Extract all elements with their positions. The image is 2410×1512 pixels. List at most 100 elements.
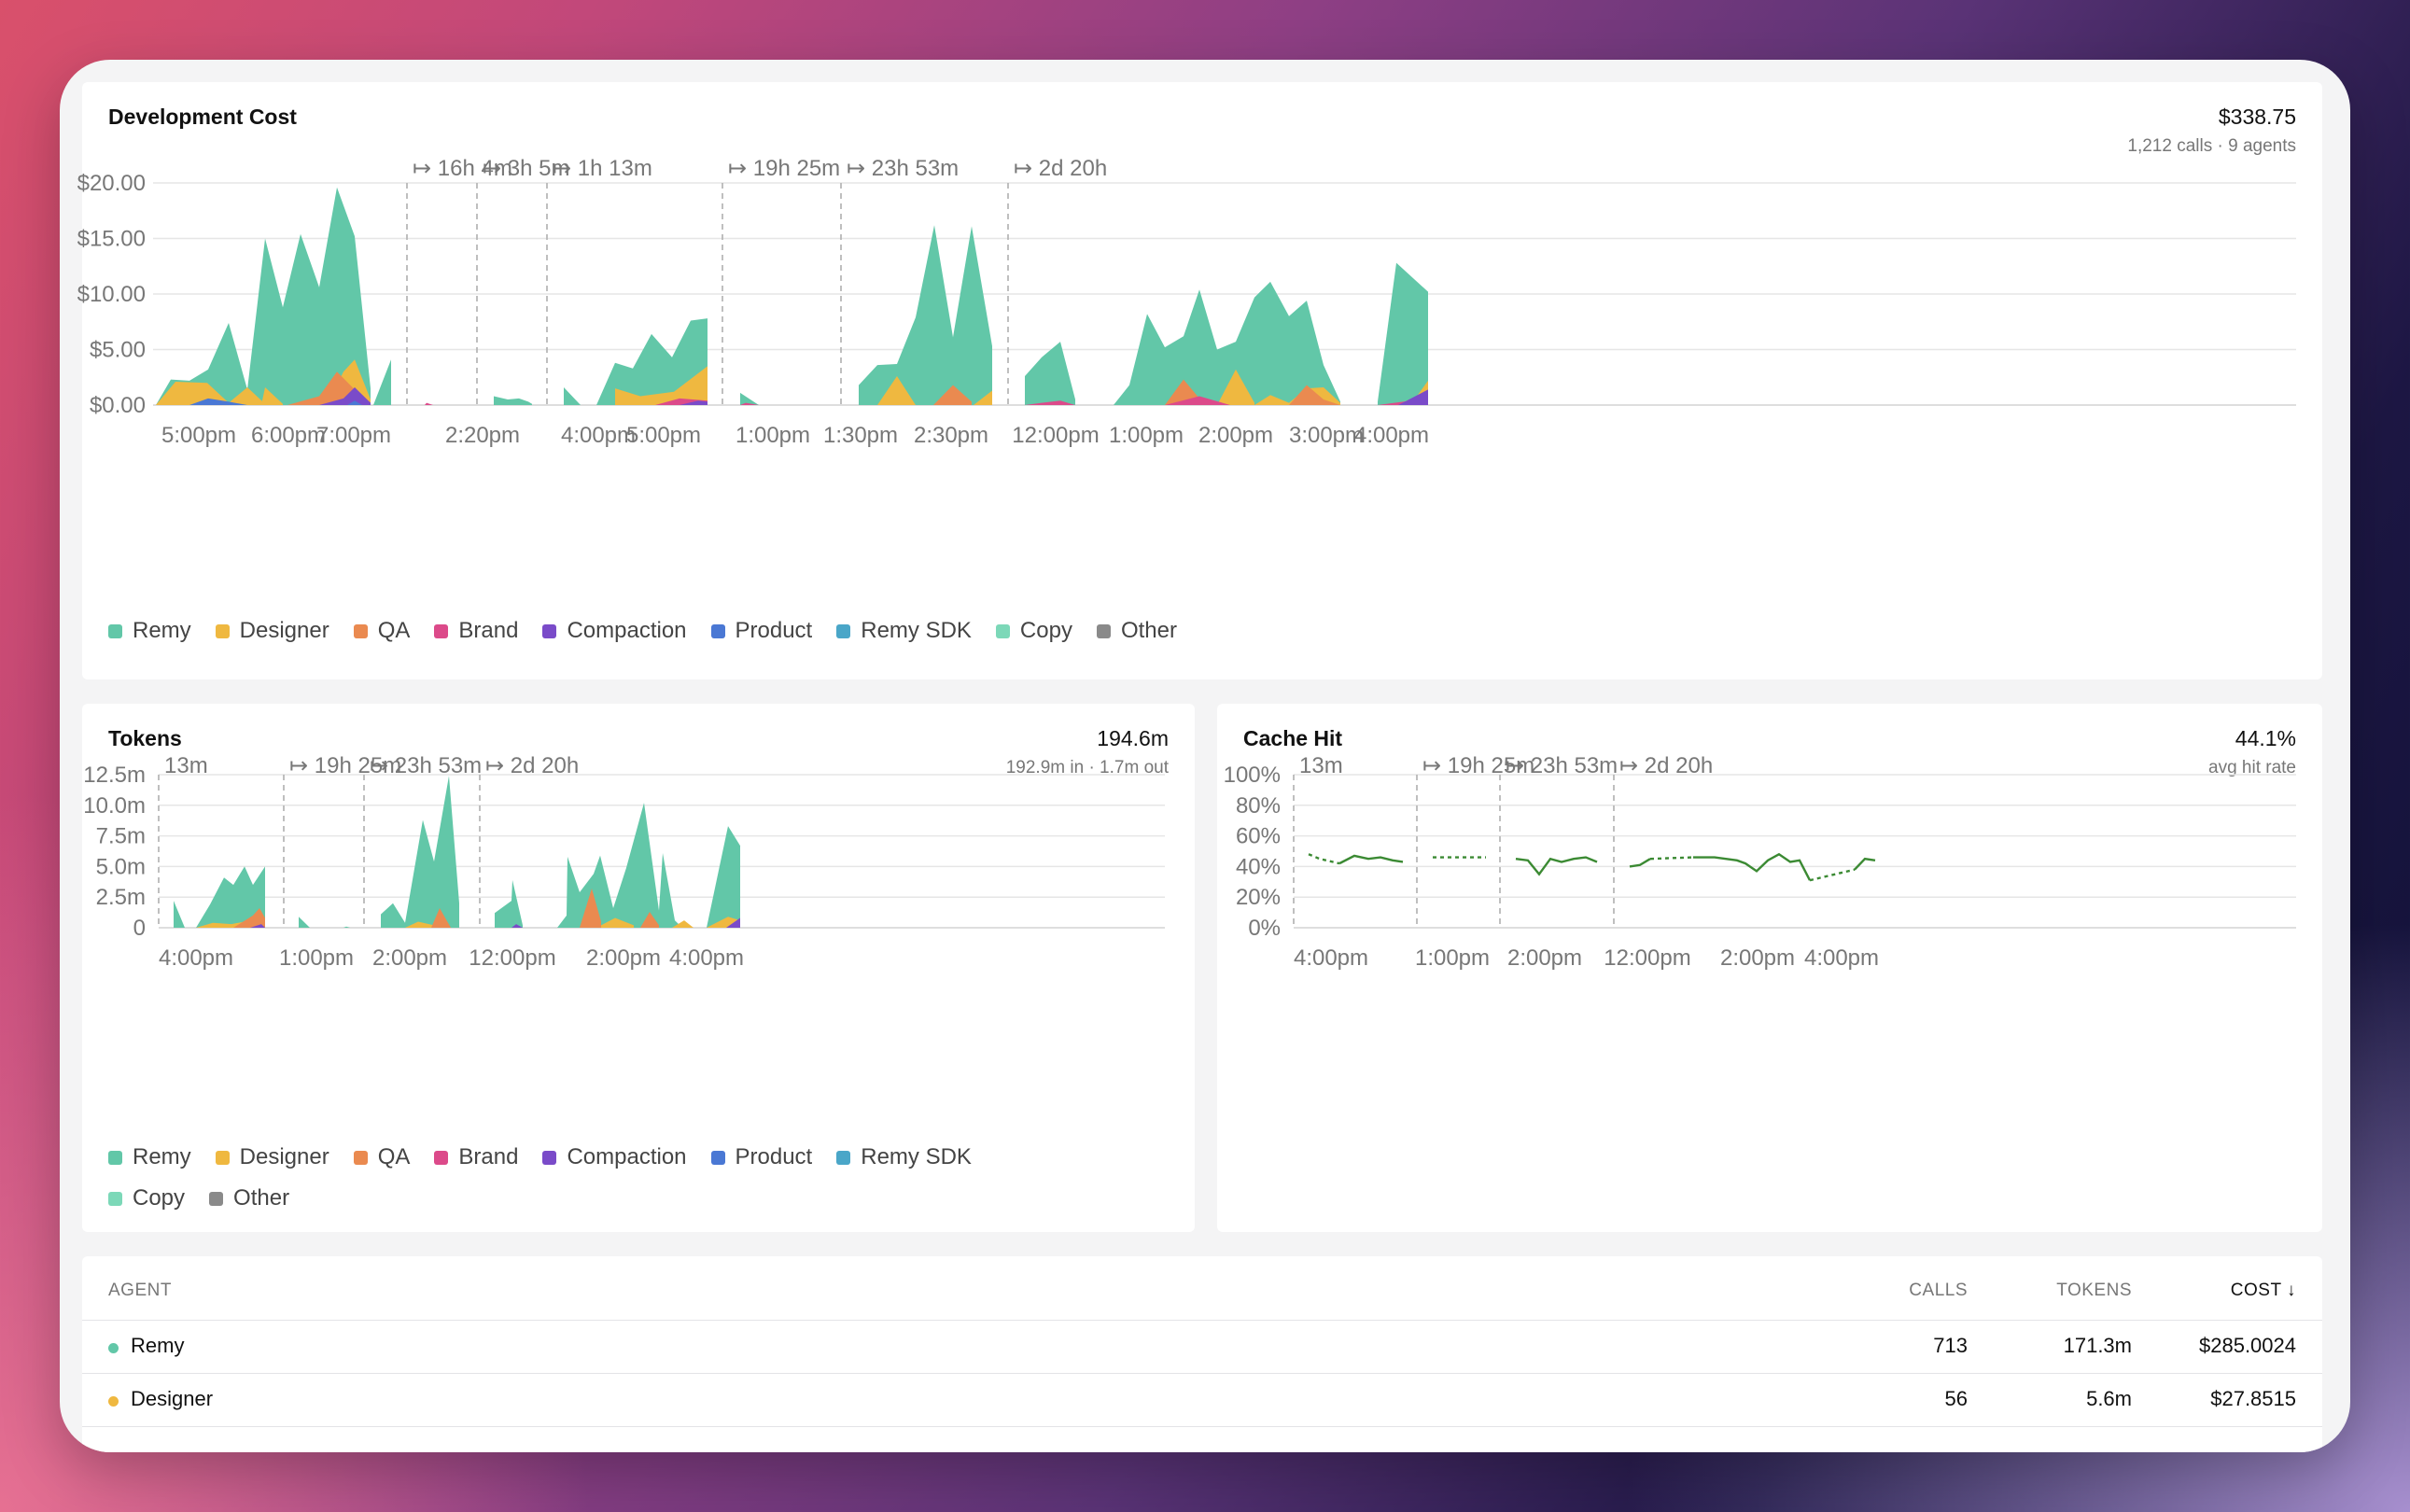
legend-item[interactable]: Other <box>1096 610 1177 651</box>
area-segment <box>431 908 451 928</box>
time-gap-label: ↦ 19h 25m <box>1422 753 1534 778</box>
total-cost: $338.75 <box>2218 105 2296 129</box>
area-segment <box>425 402 433 405</box>
area-segment <box>859 225 992 405</box>
area-segment <box>740 392 759 405</box>
legend-item[interactable]: Product <box>710 610 813 651</box>
development-cost-card: Development Cost $338.75 1,212 calls · 9… <box>77 82 2322 679</box>
legend-item[interactable]: Designer <box>215 1137 329 1178</box>
calls-value: 56 <box>1944 1387 1968 1410</box>
legend-item[interactable]: Remy SDK <box>836 610 972 651</box>
y-tick-label: $5.00 <box>90 338 146 363</box>
cost-summary: 1,212 calls · 9 agents <box>2127 136 2296 156</box>
app-window: Development Cost $338.75 1,212 calls · 9… <box>60 60 2350 1452</box>
legend-swatch <box>995 623 1010 638</box>
area-segment <box>381 776 459 928</box>
cache-hit-line <box>1649 856 1694 861</box>
area-segment <box>494 396 532 405</box>
area-segment <box>299 917 310 928</box>
x-tick-label: 4:00pm <box>1354 423 1429 448</box>
legend-item[interactable]: Compaction <box>542 610 687 651</box>
area-segment <box>174 901 185 928</box>
area-segment <box>347 400 362 405</box>
legend-label: Other <box>1120 618 1177 643</box>
area-segment <box>615 366 708 405</box>
legend-item[interactable]: Compaction <box>542 1137 687 1178</box>
x-tick-label: 3:00pm <box>1289 423 1364 448</box>
legend-item[interactable]: Product <box>710 1137 812 1178</box>
legend-swatch <box>108 1191 122 1206</box>
legend-label: Remy SDK <box>861 618 972 643</box>
legend-label: Product <box>735 618 813 643</box>
legend-item[interactable]: QA <box>353 610 410 651</box>
legend-item[interactable]: Brand <box>434 610 518 651</box>
legend-item[interactable]: Remy <box>108 610 191 651</box>
area-segment <box>1378 262 1428 405</box>
x-tick-label: 1:00pm <box>736 423 810 448</box>
legend-swatch <box>215 1150 230 1165</box>
y-tick-label: 100% <box>1224 763 1281 788</box>
area-segment <box>974 390 992 405</box>
x-tick-label: 4:00pm <box>159 945 233 971</box>
legend-swatch <box>836 623 851 638</box>
area-segment <box>707 826 740 928</box>
cache-summary: avg hit rate <box>2208 758 2296 777</box>
time-gap-label: ↦ 23h 53m <box>1506 753 1618 778</box>
x-tick-label: 12:00pm <box>1604 945 1690 971</box>
legend-label: QA <box>377 1144 411 1169</box>
legend-swatch <box>209 1191 224 1206</box>
area-segment <box>1165 379 1217 405</box>
x-tick-label: 1:00pm <box>279 945 354 971</box>
table-row[interactable]: Designer 56 5.6m $27.8515 <box>82 1373 2322 1426</box>
legend-swatch <box>542 623 557 638</box>
legend-item[interactable]: Remy SDK <box>836 1137 972 1178</box>
y-tick-label: 40% <box>1236 854 1281 879</box>
area-segment <box>1114 281 1340 405</box>
legend-swatch <box>710 1150 725 1165</box>
legend-swatch <box>353 1150 368 1165</box>
header-tokens[interactable]: TOKENS <box>2056 1281 2132 1300</box>
agent-name: Designer <box>131 1387 214 1410</box>
legend-swatch <box>108 1150 122 1165</box>
x-tick-label: 6:00pm <box>251 423 326 448</box>
legend-item[interactable]: Remy <box>108 1137 191 1178</box>
area-segment <box>250 924 265 928</box>
legend-swatch <box>836 1150 851 1165</box>
legend-item[interactable]: Other <box>209 1178 289 1219</box>
header-cost[interactable]: COST ↓ <box>2230 1281 2296 1300</box>
area-segment <box>877 376 916 405</box>
time-gap-label: ↦ 2d 20h <box>1014 156 1107 181</box>
y-tick-label: $15.00 <box>77 227 146 252</box>
cost-value: $285.0024 <box>2199 1334 2296 1357</box>
legend-item[interactable]: Brand <box>434 1137 518 1178</box>
agent-color-dot <box>108 1396 119 1407</box>
tokens-value: 171.3m <box>2063 1334 2132 1357</box>
legend-item[interactable]: QA <box>353 1137 411 1178</box>
legend-label: Compaction <box>567 1144 687 1169</box>
legend-label: Remy <box>133 1144 191 1169</box>
card-title: Tokens <box>108 726 182 750</box>
legend-item[interactable]: Copy <box>108 1178 185 1219</box>
legend-item[interactable]: Copy <box>995 610 1072 651</box>
area-segment <box>672 920 694 928</box>
table-row[interactable]: Remy 713 171.3m $285.0024 <box>82 1320 2322 1373</box>
legend-swatch <box>353 623 368 638</box>
area-segment <box>511 924 523 928</box>
agent-name: Remy <box>131 1334 185 1357</box>
x-tick-label: 4:00pm <box>1294 945 1368 971</box>
y-tick-label: 80% <box>1236 793 1281 819</box>
legend-item[interactable]: Designer <box>215 610 329 651</box>
header-calls[interactable]: CALLS <box>1909 1281 1968 1300</box>
area-segment <box>196 866 265 928</box>
header-agent[interactable]: AGENT <box>108 1281 172 1300</box>
legend-swatch <box>108 623 122 638</box>
y-tick-label: 2.5m <box>96 885 146 910</box>
time-gap-label: ↦ 19h 25m <box>728 156 840 181</box>
cache-hit-line <box>1629 858 1651 868</box>
area-segment <box>1025 400 1075 405</box>
legend-swatch <box>434 623 449 638</box>
legend-swatch <box>1096 623 1111 638</box>
x-tick-label: 4:00pm <box>669 945 744 971</box>
area-segment <box>343 926 350 928</box>
area-segment <box>1165 396 1230 405</box>
